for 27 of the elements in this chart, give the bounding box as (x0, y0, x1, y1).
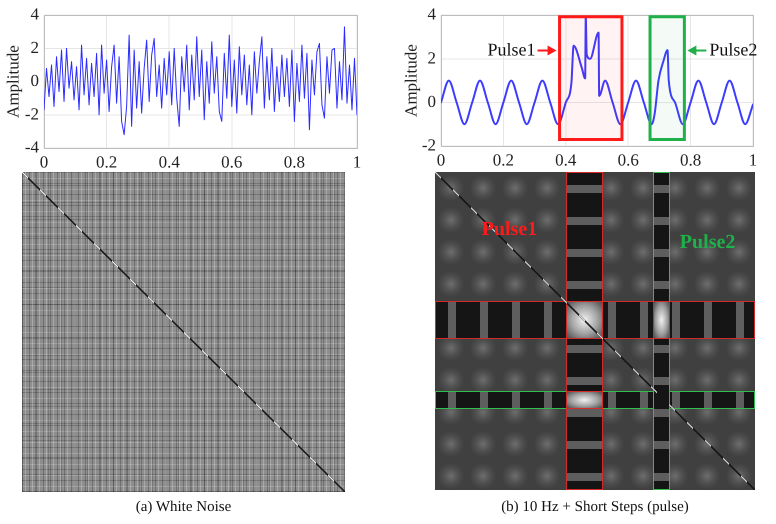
text: Pulse1 (482, 218, 538, 240)
y-tick-label: 0 (428, 92, 436, 111)
text: Pulse2 (680, 230, 736, 253)
x-tick-label: 0.8 (284, 152, 306, 172)
x-tick-label: 0.6 (221, 152, 242, 172)
y-axis-title: Amplitude (4, 45, 23, 118)
x-tick-label: 1 (352, 152, 362, 172)
x-tick-label: 0.8 (680, 150, 702, 170)
y-tick-label: -2 (422, 135, 436, 154)
text: (a) White Noise (134, 498, 232, 516)
y-tick-label: 2 (428, 48, 436, 68)
x-tick-label: 0.2 (492, 150, 514, 170)
band-label: Pulse1 (488, 39, 536, 60)
x-tick-label: 0.2 (96, 152, 118, 172)
y-tick-label: 2 (30, 38, 39, 57)
x-tick-label: 0.4 (555, 150, 577, 170)
band-label: Pulse2 (709, 39, 758, 60)
y-tick-label: 4 (30, 4, 40, 24)
x-tick-label: 0.4 (158, 152, 180, 172)
y-axis-title: Amplitude (402, 44, 421, 117)
y-tick-label: -4 (24, 137, 40, 156)
y-tick-label: 4 (428, 4, 436, 24)
text: (b) 10 Hz + Short Steps (pulse) (500, 498, 690, 516)
y-tick-label: -2 (24, 104, 39, 124)
y-tick-label: 0 (30, 71, 39, 90)
x-tick-label: 1 (748, 150, 758, 170)
x-tick-label: 0.6 (618, 150, 639, 170)
